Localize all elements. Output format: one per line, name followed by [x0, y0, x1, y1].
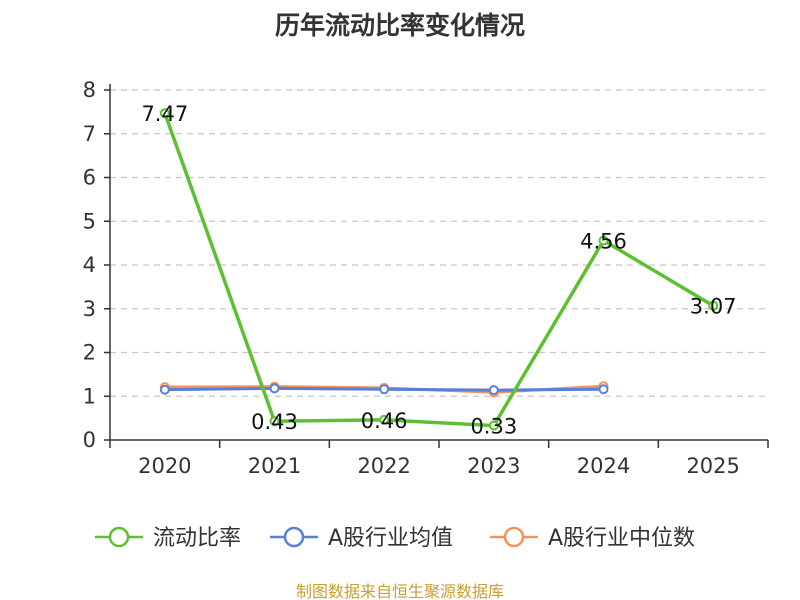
series-line — [163, 112, 715, 428]
axes: 0 1 2 3 4 5 6 7 8 2020 2021 2022 2023 2024 2025 — [83, 78, 769, 478]
data-point — [488, 420, 499, 431]
data-point — [159, 384, 170, 395]
legend-marker — [503, 526, 525, 548]
data-point — [598, 235, 609, 246]
y-tick-label: 7 — [83, 122, 96, 146]
legend-label: A股行业中位数 — [548, 526, 695, 551]
data-label: 0.33 — [470, 415, 517, 439]
series-layer: 7.47 0.43 0.46 0.33 4.56 3.07 — [141, 102, 736, 438]
y-tick-label: 6 — [83, 166, 96, 190]
source-note: 制图数据来自恒生聚源数据库 — [296, 582, 504, 600]
y-tick-label: 2 — [83, 341, 96, 365]
x-tick-label: 2021 — [248, 454, 301, 478]
data-label: 3.07 — [690, 295, 737, 319]
series-current-ratio — [159, 108, 719, 431]
x-tick-label: 2020 — [138, 454, 191, 478]
x-tick-label: 2023 — [467, 454, 520, 478]
x-tick-label: 2025 — [686, 454, 739, 478]
chart-title: 历年流动比率变化情况 — [275, 11, 525, 40]
data-label: 0.43 — [251, 410, 298, 434]
y-tick-label: 3 — [83, 297, 96, 321]
data-point — [269, 416, 280, 427]
data-point — [379, 384, 390, 395]
y-tick-label: 5 — [83, 209, 96, 233]
data-point — [488, 385, 499, 396]
series-industry-mean — [159, 383, 609, 396]
grid-lines — [110, 89, 768, 397]
x-tick-label: 2022 — [357, 454, 410, 478]
legend-label: A股行业均值 — [328, 526, 453, 551]
data-label: 4.56 — [580, 230, 627, 254]
legend-item: A股行业均值 — [270, 526, 453, 551]
data-point — [598, 384, 609, 395]
data-point — [708, 300, 719, 311]
y-tick-label: 8 — [83, 78, 96, 102]
legend-item: A股行业中位数 — [490, 526, 695, 551]
y-tick-label: 4 — [83, 253, 96, 277]
legend-marker — [108, 526, 130, 548]
x-tick-label: 2024 — [577, 454, 630, 478]
legend: 流动比率 A股行业均值 A股行业中位数 — [95, 526, 695, 551]
data-point — [159, 108, 170, 119]
legend-label: 流动比率 — [153, 526, 241, 551]
data-point — [269, 383, 280, 394]
legend-item: 流动比率 — [95, 526, 241, 551]
y-tick-label: 0 — [83, 428, 96, 452]
data-label: 0.46 — [361, 409, 408, 433]
legend-marker — [283, 526, 305, 548]
data-label: 7.47 — [141, 102, 188, 126]
y-tick-label: 1 — [83, 384, 96, 408]
data-point — [379, 414, 390, 425]
